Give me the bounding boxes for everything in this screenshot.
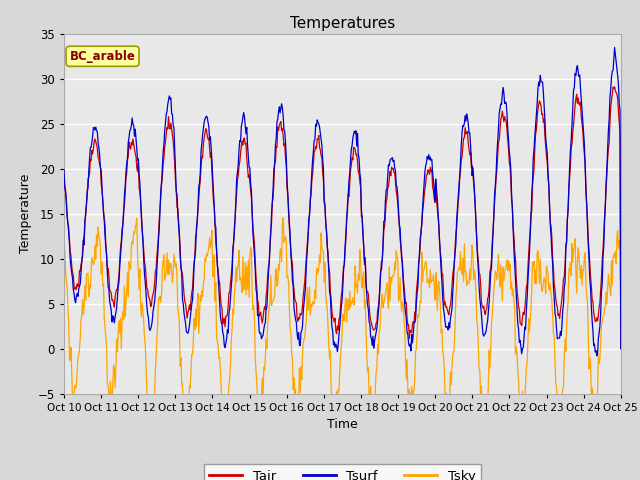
Tsurf (184, 330, 192, 336)
Text: BC_arable: BC_arable (70, 50, 136, 63)
Tair (617, 346, 625, 351)
Tsurf (70, 290, 78, 296)
Line: Tsurf: Tsurf (64, 48, 621, 356)
Tsky (214, 338, 221, 344)
Tair (60, 173, 68, 179)
Title: Temperatures: Temperatures (290, 16, 395, 31)
Tsurf (410, 320, 418, 326)
Tsky (60, 271, 68, 276)
Tair (611, 84, 618, 90)
Tair (184, 310, 192, 315)
Tair (426, 164, 434, 170)
Y-axis label: Temperature: Temperature (19, 174, 32, 253)
Tair (127, 139, 135, 145)
X-axis label: Time: Time (327, 418, 358, 431)
Tair (70, 284, 78, 290)
Tair (214, 262, 221, 268)
Tsky (520, 431, 528, 437)
Tsky (184, 392, 192, 397)
Line: Tair: Tair (64, 87, 621, 348)
Tsky (411, 375, 419, 381)
Tsky (617, 346, 625, 351)
Tair (410, 320, 418, 325)
Tsky (279, 215, 287, 221)
Tsurf (617, 346, 625, 351)
Legend: Tair, Tsurf, Tsky: Tair, Tsurf, Tsky (204, 464, 481, 480)
Tsurf (593, 353, 600, 359)
Line: Tsky: Tsky (64, 218, 621, 434)
Tsky (70, 395, 78, 401)
Tsky (428, 280, 435, 286)
Tsurf (60, 167, 68, 172)
Tsurf (611, 45, 618, 50)
Tsky (127, 243, 135, 249)
Tsurf (127, 122, 135, 128)
Tsurf (214, 261, 221, 267)
Tsurf (426, 154, 434, 160)
